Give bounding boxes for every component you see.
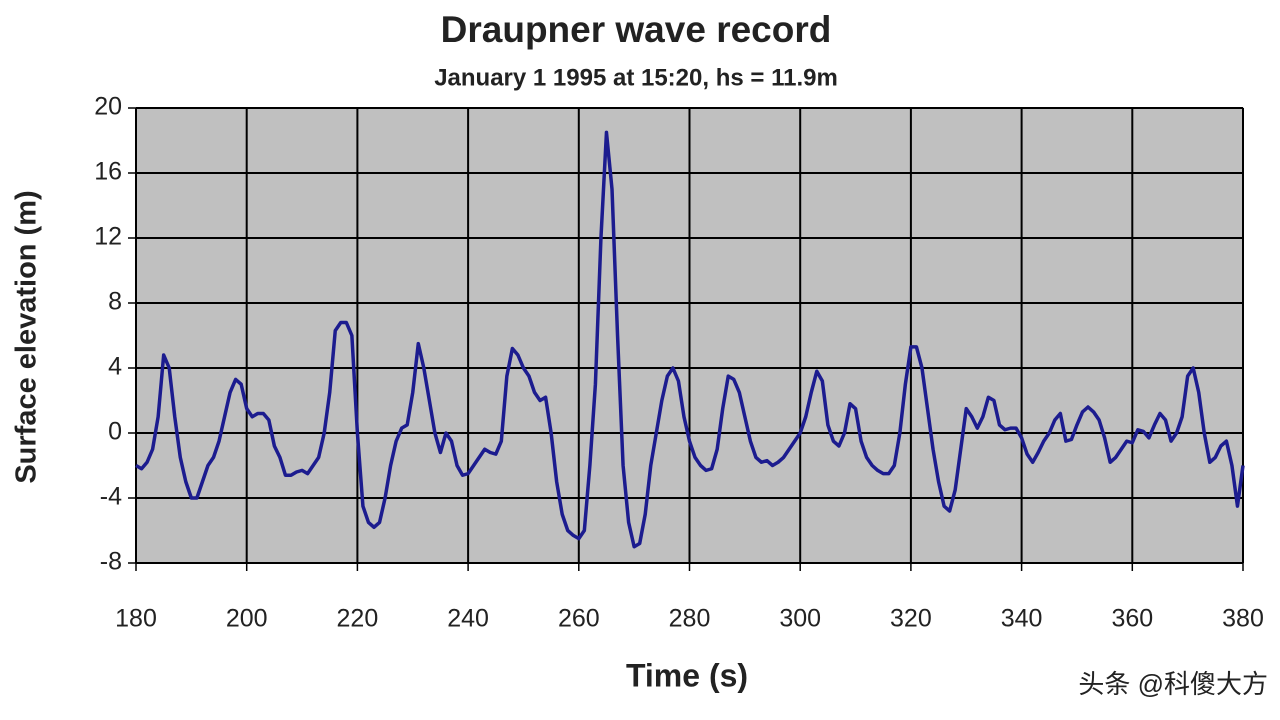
chart-title: Draupner wave record — [441, 9, 832, 50]
y-axis-label: Surface elevation (m) — [11, 190, 43, 483]
y-tick-label: 8 — [108, 288, 122, 316]
x-tick-label: 220 — [337, 605, 379, 633]
y-tick-label: 12 — [94, 223, 122, 251]
y-tick-label: 4 — [108, 353, 122, 381]
y-tick-label: 16 — [94, 158, 122, 186]
x-axis-label: Time (s) — [626, 657, 748, 693]
x-tick-label: 320 — [890, 605, 932, 633]
y-tick-label: -8 — [100, 548, 122, 576]
x-tick-label: 300 — [779, 605, 821, 633]
y-tick-label: 0 — [108, 418, 122, 446]
x-tick-label: 240 — [447, 605, 489, 633]
x-tick-label: 180 — [115, 605, 157, 633]
watermark: 头条 @科傻大方 — [1078, 669, 1268, 699]
chart-subtitle: January 1 1995 at 15:20, hs = 11.9m — [434, 64, 838, 91]
x-tick-label: 260 — [558, 605, 600, 633]
y-tick-label: 20 — [94, 93, 122, 121]
data-line — [135, 130, 1245, 549]
x-tick-label: 360 — [1111, 605, 1153, 633]
x-tick-label: 340 — [1001, 605, 1043, 633]
x-tick-label: 380 — [1222, 605, 1264, 633]
x-tick-label: 200 — [226, 605, 268, 633]
x-tick-label: 280 — [669, 605, 711, 633]
y-tick-label: -4 — [100, 483, 122, 511]
